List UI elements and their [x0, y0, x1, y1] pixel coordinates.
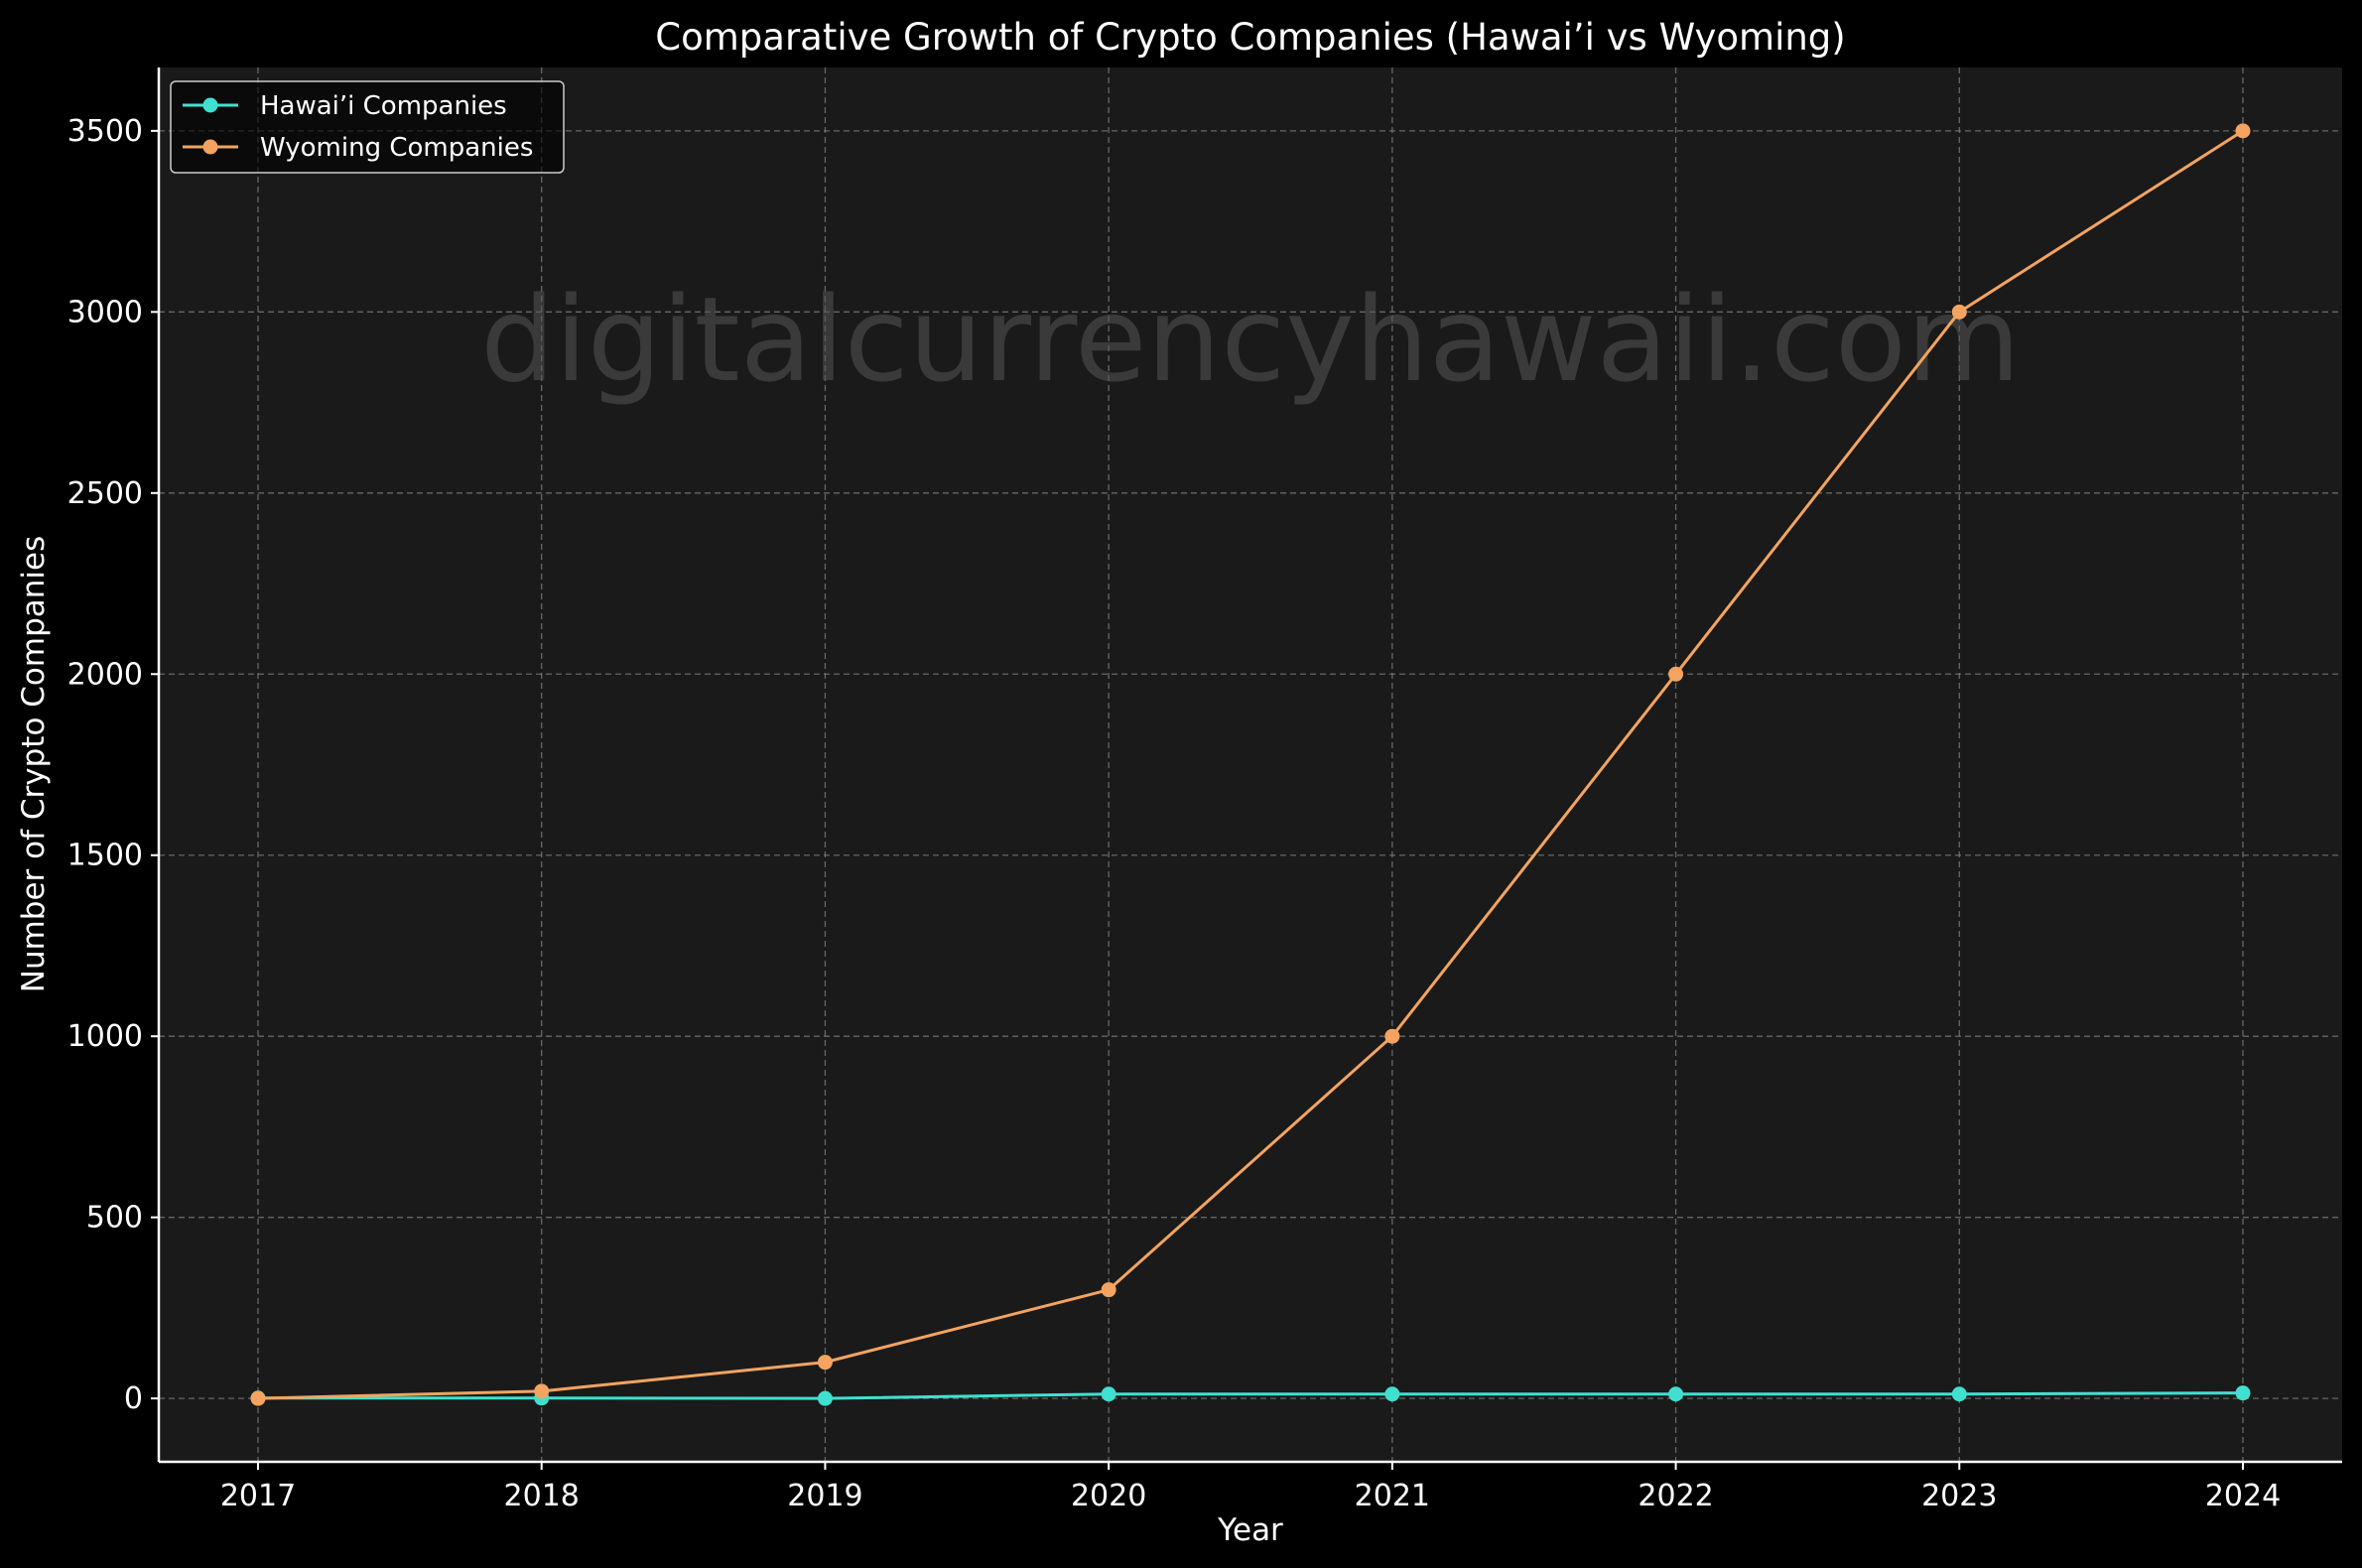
y-tick-label: 0 — [124, 1381, 143, 1416]
x-tick-label: 2021 — [1355, 1479, 1430, 1513]
data-point-hawai-i-companies — [1384, 1386, 1400, 1402]
x-tick-label: 2018 — [504, 1479, 580, 1513]
legend: Hawai’i Companies Wyoming Companies — [170, 80, 565, 174]
data-point-hawai-i-companies — [1951, 1386, 1967, 1402]
legend-label: Hawai’i Companies — [260, 91, 507, 121]
x-tick-label: 2020 — [1071, 1479, 1146, 1513]
legend-swatch-marker — [202, 97, 218, 113]
data-point-wyoming-companies — [2235, 123, 2251, 139]
y-tick-label: 500 — [86, 1201, 143, 1236]
legend-swatch-marker — [202, 139, 218, 155]
x-tick-label: 2024 — [2205, 1479, 2281, 1513]
axes — [157, 67, 2342, 1464]
series-layer — [250, 123, 2251, 1406]
data-point-hawai-i-companies — [2235, 1385, 2251, 1401]
legend-box — [170, 80, 565, 174]
x-ticks: 2017 2018 2019 2020 2021 2022 2023 2024 — [220, 1462, 2281, 1513]
data-point-wyoming-companies — [250, 1390, 266, 1406]
y-tick-label: 1500 — [67, 839, 143, 873]
series-line-wyoming-companies — [256, 129, 2245, 1400]
data-point-hawai-i-companies — [1668, 1386, 1684, 1402]
legend-entry-hawai-i-companies: Hawai’i Companies — [183, 91, 507, 121]
watermark: digitalcurrencyhawaii.com — [480, 271, 2021, 408]
series-wyoming-companies — [250, 123, 2251, 1406]
y-tick-label: 2000 — [67, 657, 143, 692]
y-tick-label: 1000 — [67, 1019, 143, 1054]
legend-label: Wyoming Companies — [260, 133, 533, 163]
series-line-hawai-i-companies — [256, 1391, 2245, 1400]
x-tick-label: 2022 — [1638, 1479, 1713, 1513]
data-point-wyoming-companies — [1101, 1282, 1116, 1298]
x-tick-label: 2019 — [787, 1479, 862, 1513]
x-tick-label: 2023 — [1921, 1479, 1997, 1513]
x-tick-label: 2017 — [220, 1479, 296, 1513]
y-tick-label: 2500 — [67, 476, 143, 511]
y-axis-label: Number of Crypto Companies — [16, 536, 52, 992]
y-ticks: 0 500 1000 1500 2000 2500 3000 3500 — [67, 114, 159, 1416]
x-axis-label: Year — [1217, 1512, 1283, 1548]
grid — [159, 67, 2342, 1462]
chart-title: Comparative Growth of Crypto Companies (… — [655, 16, 1845, 59]
y-tick-label: 3000 — [67, 295, 143, 329]
data-point-wyoming-companies — [1668, 666, 1684, 682]
legend-entry-wyoming-companies: Wyoming Companies — [183, 133, 533, 163]
y-tick-label: 3500 — [67, 114, 143, 149]
data-point-hawai-i-companies — [1101, 1386, 1116, 1402]
data-point-hawai-i-companies — [817, 1390, 833, 1406]
data-point-wyoming-companies — [817, 1355, 833, 1371]
data-point-wyoming-companies — [1384, 1028, 1400, 1044]
data-point-wyoming-companies — [1951, 304, 1967, 320]
data-point-wyoming-companies — [534, 1383, 550, 1399]
